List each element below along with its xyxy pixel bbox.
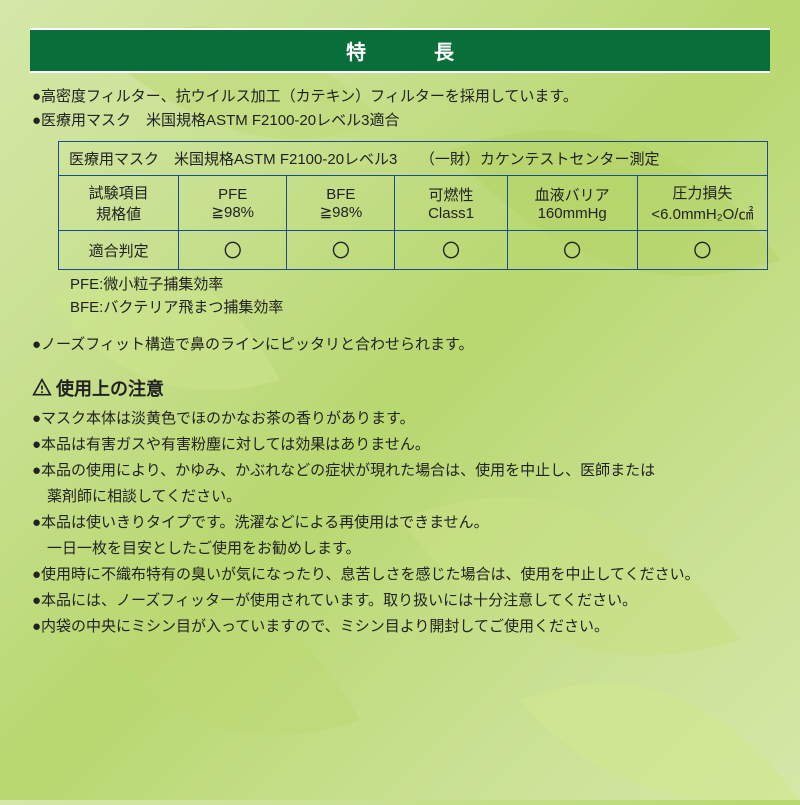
spec-col-5: 圧力損失<6.0mmH₂O/㎠ (637, 176, 767, 231)
spec-col-4: 血液バリア160mmHg (507, 176, 637, 231)
abbr-pfe: PFE:微小粒子捕集効率 (70, 274, 770, 297)
caution-item: ●使用時に不織布特有の臭いが気になったり、息苦しさを感じた場合は、使用を中止して… (32, 563, 770, 587)
feature-line-2: ●医療用マスク 米国規格ASTM F2100-20レベル3適合 (32, 109, 770, 133)
spec-table: 医療用マスク 米国規格ASTM F2100-20レベル3 （一財）カケンテストセ… (58, 141, 768, 270)
caution-item: ●本品は使いきりタイプです。洗濯などによる再使用はできません。 (32, 511, 770, 535)
feature-line-3: ●ノーズフィット構造で鼻のラインにピッタリと合わせられます。 (32, 333, 770, 357)
caution-item: 薬剤師に相談してください。 (32, 485, 770, 509)
caution-heading: 使用上の注意 (32, 375, 770, 401)
caution-item: 一日一枚を目安としたご使用をお勧めします。 (32, 537, 770, 561)
spec-result-3: 〇 (395, 231, 507, 270)
abbr-bfe: BFE:バクテリア飛まつ捕集効率 (70, 297, 770, 320)
features-header: 特 長 (30, 28, 770, 73)
spec-result-5: 〇 (637, 231, 767, 270)
spec-row-label: 適合判定 (59, 231, 179, 270)
warning-icon (32, 378, 52, 398)
caution-item: ●本品には、ノーズフィッターが使用されています。取り扱いには十分注意してください… (32, 589, 770, 613)
caution-item: ●本品は有害ガスや有害粉塵に対しては効果はありません。 (32, 433, 770, 457)
caution-item: ●マスク本体は淡黄色でほのかなお茶の香りがあります。 (32, 407, 770, 431)
spec-result-4: 〇 (507, 231, 637, 270)
spec-table-title: 医療用マスク 米国規格ASTM F2100-20レベル3 （一財）カケンテストセ… (59, 142, 768, 176)
caution-item: ●内袋の中央にミシン目が入っていますので、ミシン目より開封してご使用ください。 (32, 615, 770, 639)
spec-col-3: 可燃性Class1 (395, 176, 507, 231)
caution-heading-text: 使用上の注意 (56, 375, 164, 401)
spec-result-1: 〇 (179, 231, 287, 270)
caution-list: ●マスク本体は淡黄色でほのかなお茶の香りがあります。 ●本品は有害ガスや有害粉塵… (30, 407, 770, 639)
feature-line-1: ●高密度フィルター、抗ウイルス加工（カテキン）フィルターを採用しています。 (32, 85, 770, 109)
spec-result-2: 〇 (287, 231, 395, 270)
spec-col-2: BFE≧98% (287, 176, 395, 231)
caution-item: ●本品の使用により、かゆみ、かぶれなどの症状が現れた場合は、使用を中止し、医師ま… (32, 459, 770, 483)
spec-col-0: 試験項目規格値 (59, 176, 179, 231)
spec-col-1: PFE≧98% (179, 176, 287, 231)
